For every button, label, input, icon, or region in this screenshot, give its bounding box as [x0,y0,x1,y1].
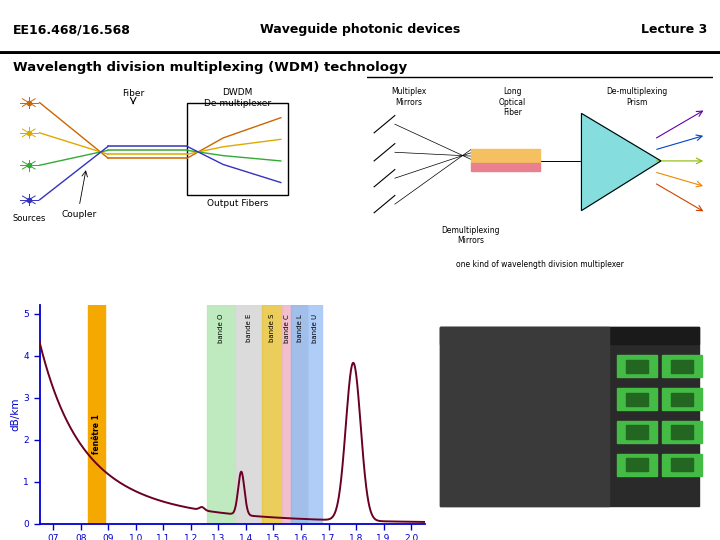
Text: bande E: bande E [246,314,252,342]
Text: bande L: bande L [297,314,302,342]
Bar [471,163,540,171]
Bar [187,103,288,195]
Text: EE16.468/16.568: EE16.468/16.568 [13,23,131,36]
Text: Fiber: Fiber [122,89,144,98]
Bar [471,149,540,163]
Text: fenêtre 1: fenêtre 1 [91,415,101,454]
Text: Sources: Sources [12,214,45,224]
Bar [671,426,693,438]
Bar [292,305,308,524]
Text: one kind of wavelength division multiplexer: one kind of wavelength division multiple… [456,260,624,269]
Bar [617,421,657,443]
Text: DWDM: DWDM [222,88,253,97]
Text: De multiplexer: De multiplexer [204,99,271,108]
Text: Long
Optical
Fiber: Long Optical Fiber [499,87,526,117]
Bar [626,360,648,373]
Bar [662,454,701,476]
Text: Wavelength division multiplexing (WDM) technology: Wavelength division multiplexing (WDM) t… [13,61,407,74]
Bar [207,305,235,524]
Bar [626,393,648,406]
Text: bande U: bande U [312,314,318,343]
Text: bande C: bande C [284,314,289,342]
Text: Coupler: Coupler [62,210,96,219]
Bar [88,305,105,524]
Bar [626,458,648,471]
Text: Demultiplexing
Mirrors: Demultiplexing Mirrors [441,226,500,245]
Text: bande S: bande S [269,314,275,342]
Y-axis label: dB/km: dB/km [11,397,21,431]
Bar [662,388,701,410]
Bar [441,327,609,507]
Text: Multiplex
Mirrors: Multiplex Mirrors [391,87,426,107]
Bar [263,305,282,524]
Text: Lecture 3: Lecture 3 [641,23,707,36]
Bar [662,355,701,377]
Bar [671,458,693,471]
Text: De-multiplexing
Prism: De-multiplexing Prism [606,87,667,107]
Polygon shape [582,113,661,211]
Bar [235,305,263,524]
Bar [617,454,657,476]
Bar [671,360,693,373]
Text: Output Fibers: Output Fibers [207,199,269,208]
Text: Waveguide photonic devices: Waveguide photonic devices [260,23,460,36]
Bar [617,355,657,377]
Bar [626,426,648,438]
Bar [441,327,698,345]
Bar [282,305,292,524]
Bar [617,388,657,410]
Text: bande O: bande O [218,314,224,343]
Bar [441,327,698,507]
Bar [662,421,701,443]
Bar [308,305,322,524]
Bar [671,393,693,406]
